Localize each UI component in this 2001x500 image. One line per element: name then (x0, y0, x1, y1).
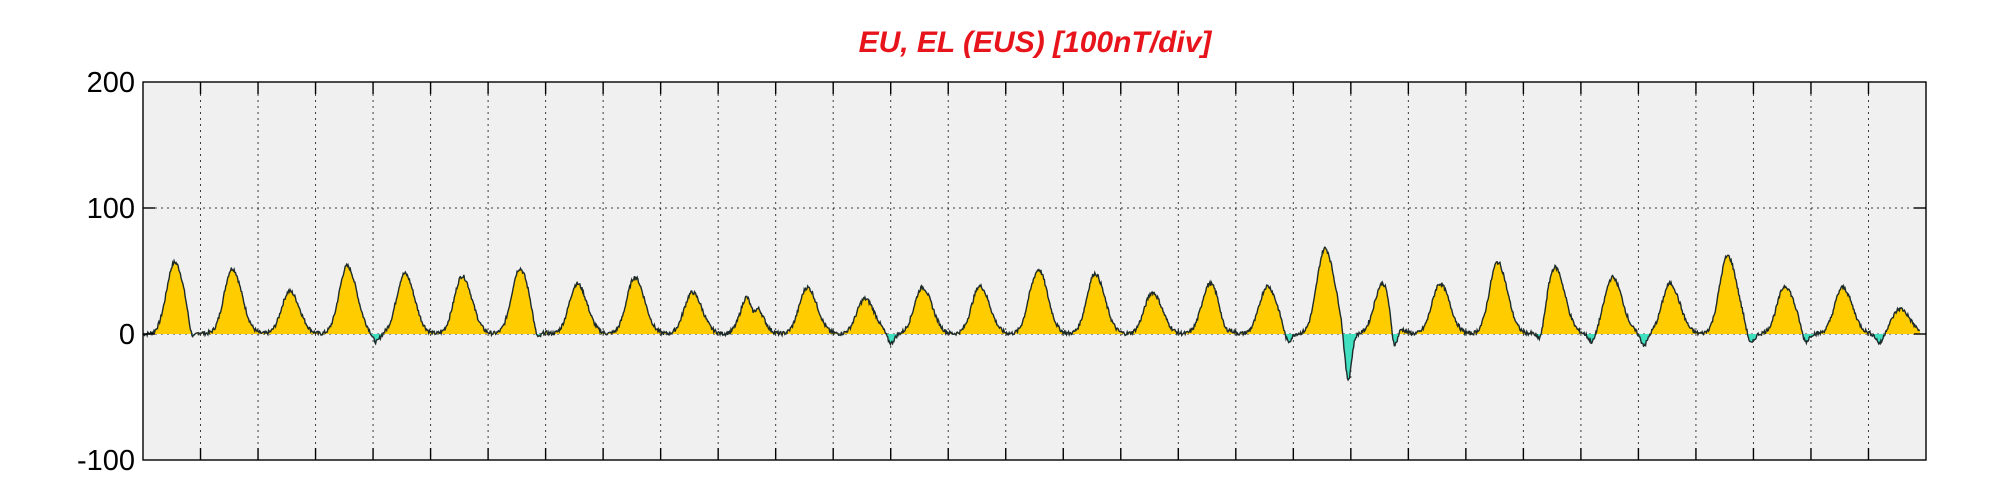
y-tick-label: 0 (119, 319, 135, 351)
y-tick-label: 200 (87, 67, 135, 99)
plot-area (142, 81, 1927, 461)
chart-title: EU, EL (EUS) [100nT/div] (859, 26, 1213, 59)
y-tick-label: -100 (77, 445, 135, 477)
series-trace (142, 246, 1921, 382)
y-axis: 200 100 0 -100 (77, 67, 135, 477)
axis-ticks (143, 82, 1926, 460)
y-tick-label: 100 (87, 193, 135, 225)
